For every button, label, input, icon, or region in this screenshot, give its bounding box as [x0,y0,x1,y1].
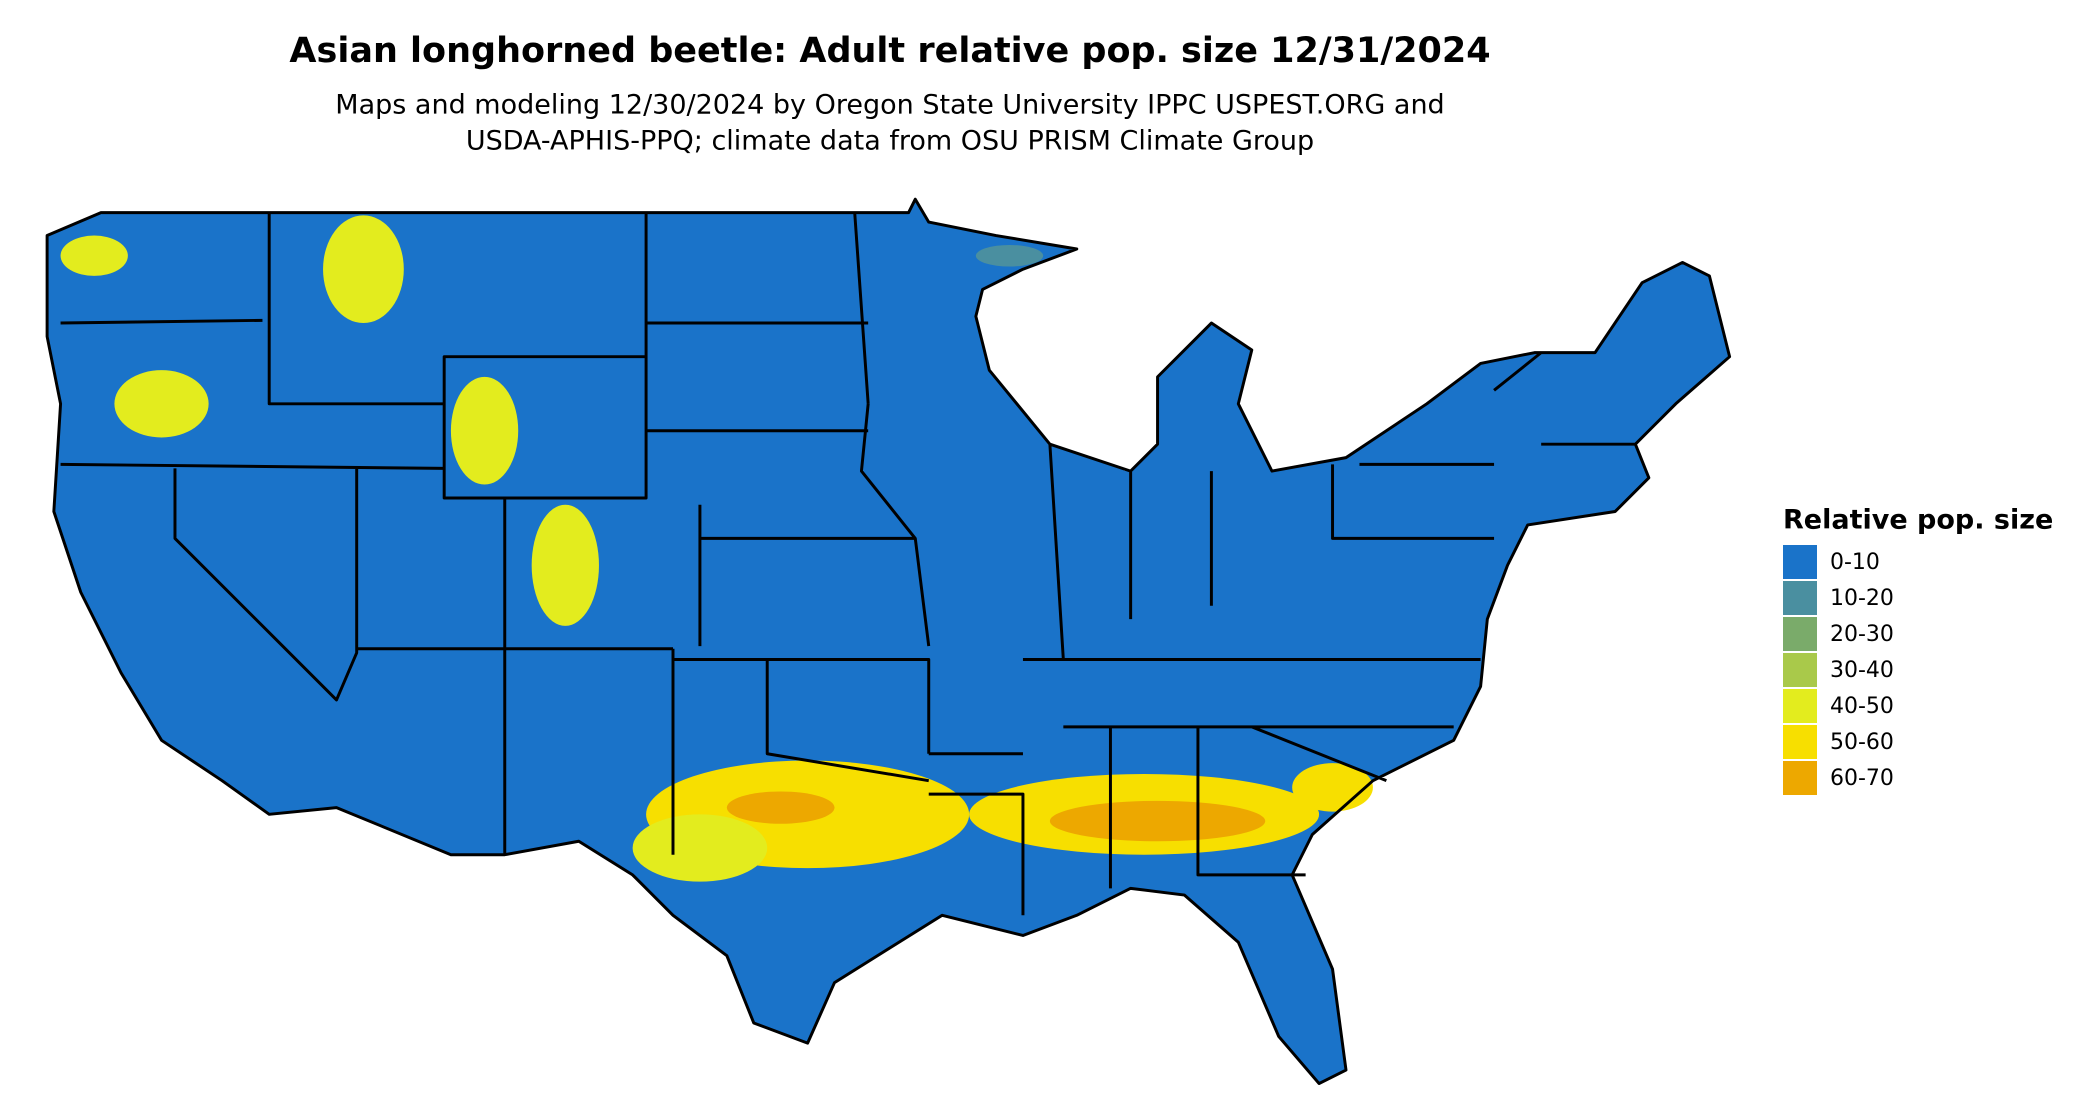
legend-swatch [1783,653,1817,687]
legend-swatch [1783,761,1817,795]
zone [1049,800,1266,842]
legend-label: 20-30 [1830,622,1894,647]
zone [60,235,128,276]
us-land [47,199,1730,1084]
map-subtitle: USDA-APHIS-PPQ; climate data from OSU PR… [466,126,1314,157]
legend-label: 30-40 [1830,658,1894,683]
lake-michigan [1123,329,1185,472]
zone [114,370,209,438]
legend-swatch [1783,617,1817,651]
us-map [45,197,1732,1086]
zone [726,791,835,824]
legend-swatch [1783,545,1817,579]
pop-zones [60,215,1373,882]
legend-label: 40-50 [1830,694,1894,719]
legend-swatch [1783,725,1817,759]
map-title: Asian longhorned beetle: Adult relative … [289,31,1490,71]
zone [323,215,404,324]
state-borders [45,197,1732,1086]
zone [975,244,1044,267]
legend-label: 50-60 [1830,730,1894,755]
zone [450,376,519,485]
legend-swatch [1783,581,1817,615]
legend-label: 60-70 [1830,766,1894,791]
legend-swatch [1783,689,1817,723]
zone [531,504,599,626]
map-subtitle: Maps and modeling 12/30/2024 by Oregon S… [335,90,1444,121]
zone [632,814,768,882]
legend-label: 0-10 [1830,550,1880,575]
legend-label: 10-20 [1830,586,1894,611]
legend: 0-10 10-20 20-30 30-40 40-50 50-60 60-70 [1783,545,1894,795]
legend-title: Relative pop. size [1783,505,2053,536]
